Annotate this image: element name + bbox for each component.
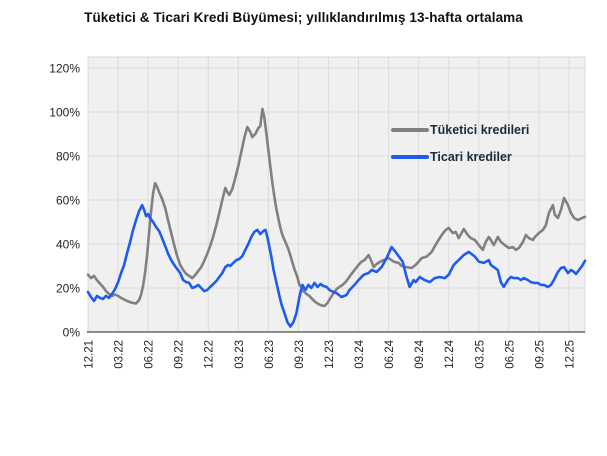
- x-tick-label: 12.24: [444, 339, 456, 368]
- x-tick-label: 12.23: [324, 340, 336, 369]
- x-tick-label: 09.25: [534, 340, 546, 369]
- x-tick-label: 06.23: [264, 340, 276, 369]
- x-tick-label: 03.22: [114, 340, 126, 369]
- legend-item-ticari: Ticari krediler: [391, 148, 529, 166]
- chart-legend: Tüketici kredileri Ticari krediler: [391, 121, 529, 175]
- legend-item-tuketici: Tüketici kredileri: [391, 121, 529, 139]
- x-tick-label: 06.22: [144, 340, 156, 369]
- x-tick-label: 12.22: [204, 340, 216, 369]
- y-tick-label: 80%: [56, 150, 80, 164]
- y-tick-label: 60%: [56, 194, 80, 208]
- plot-frame: [87, 56, 586, 332]
- ticari-line-swatch-icon: [391, 155, 429, 159]
- tuketici-line-swatch-icon: [391, 128, 429, 132]
- y-tick-label: 20%: [56, 282, 80, 296]
- chart-title: Tüketici & Ticari Kredi Büyümesi; yıllık…: [84, 10, 523, 25]
- x-tick-label: 09.22: [174, 340, 186, 369]
- x-tick-label: 09.24: [414, 339, 426, 368]
- x-tick-label: 12.25: [564, 340, 576, 369]
- legend-label-ticari: Ticari krediler: [430, 150, 512, 164]
- y-tick-label: 120%: [49, 62, 80, 76]
- y-tick-label: 100%: [49, 106, 80, 120]
- x-tick-label: 03.23: [234, 340, 246, 369]
- legend-label-tuketici: Tüketici kredileri: [430, 123, 530, 137]
- series-line-ticari-krediler: [86, 203, 587, 328]
- x-tick-label: 03.24: [354, 339, 366, 368]
- x-tick-label: 12.21: [84, 340, 96, 369]
- y-tick-label: 40%: [56, 238, 80, 252]
- y-tick-label: 0%: [63, 326, 81, 340]
- x-tick-label: 06.25: [504, 340, 516, 369]
- x-tick-label: 03.25: [474, 340, 486, 369]
- x-tick-label: 09.23: [294, 340, 306, 369]
- x-tick-label: 06.24: [384, 339, 396, 368]
